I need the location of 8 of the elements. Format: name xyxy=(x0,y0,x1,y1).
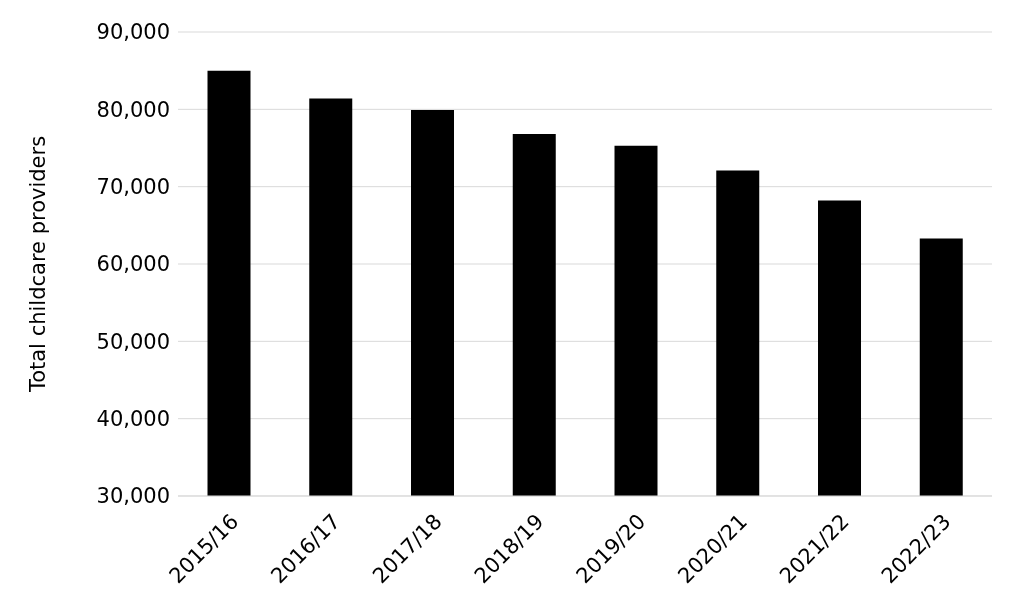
y-tick-label: 70,000 xyxy=(96,175,170,200)
y-tick-label: 90,000 xyxy=(96,20,170,45)
y-tick-label: 30,000 xyxy=(96,484,170,509)
y-axis-title: Total childcare providers xyxy=(26,135,51,394)
y-tick-label: 80,000 xyxy=(96,97,170,122)
y-tick-label: 40,000 xyxy=(96,407,170,432)
y-tick-label: 50,000 xyxy=(96,329,170,354)
y-tick-label: 60,000 xyxy=(96,252,170,277)
